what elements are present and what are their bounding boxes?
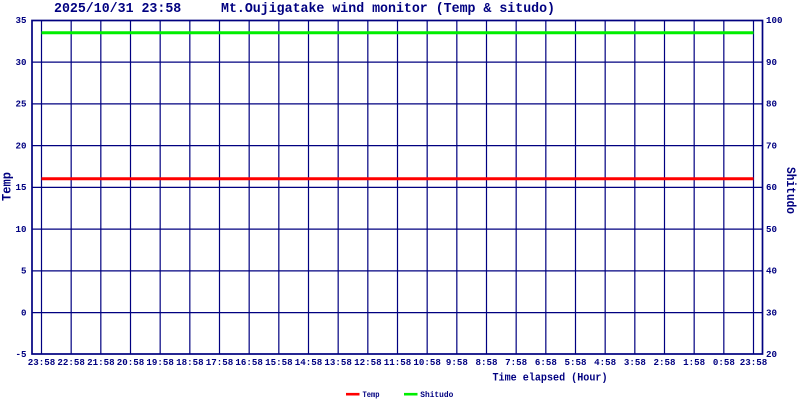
svg-text:6:58: 6:58 <box>535 357 557 368</box>
svg-text:15:58: 15:58 <box>265 357 293 368</box>
svg-text:7:58: 7:58 <box>505 357 527 368</box>
svg-text:9:58: 9:58 <box>446 357 468 368</box>
svg-text:30: 30 <box>766 307 777 318</box>
svg-text:16:58: 16:58 <box>235 357 263 368</box>
svg-text:10: 10 <box>16 224 27 235</box>
svg-text:13:58: 13:58 <box>324 357 352 368</box>
svg-text:Shitudo: Shitudo <box>420 390 453 400</box>
svg-text:10:58: 10:58 <box>413 357 441 368</box>
svg-text:2025/10/31 23:58 Mt.Oujiga: 2025/10/31 23:58 Mt.Oujigatake wind moni… <box>54 2 555 17</box>
svg-text:14:58: 14:58 <box>295 357 323 368</box>
svg-text:3:58: 3:58 <box>624 357 646 368</box>
svg-text:Time elapsed (Hour): Time elapsed (Hour) <box>493 372 608 384</box>
svg-text:23:58: 23:58 <box>740 357 768 368</box>
svg-text:1:58: 1:58 <box>683 357 705 368</box>
svg-text:-5: -5 <box>16 349 27 360</box>
svg-text:80: 80 <box>766 99 777 110</box>
svg-text:17:58: 17:58 <box>206 357 234 368</box>
svg-text:21:58: 21:58 <box>87 357 115 368</box>
svg-text:60: 60 <box>766 182 777 193</box>
svg-text:70: 70 <box>766 140 777 151</box>
svg-text:19:58: 19:58 <box>146 357 174 368</box>
svg-text:20: 20 <box>16 140 27 151</box>
svg-text:2:58: 2:58 <box>654 357 676 368</box>
svg-text:0:58: 0:58 <box>713 357 735 368</box>
svg-text:8:58: 8:58 <box>476 357 498 368</box>
svg-text:5:58: 5:58 <box>565 357 587 368</box>
svg-text:15: 15 <box>16 182 27 193</box>
svg-text:100: 100 <box>766 15 783 26</box>
svg-text:Temp: Temp <box>1 172 15 201</box>
svg-text:23:58: 23:58 <box>28 357 56 368</box>
svg-text:5: 5 <box>21 266 27 277</box>
svg-text:4:58: 4:58 <box>594 357 616 368</box>
svg-text:Shitudo: Shitudo <box>783 167 797 214</box>
svg-text:18:58: 18:58 <box>176 357 204 368</box>
svg-text:35: 35 <box>16 15 27 26</box>
svg-text:Temp: Temp <box>363 390 380 400</box>
svg-text:11:58: 11:58 <box>384 357 412 368</box>
svg-text:50: 50 <box>766 224 777 235</box>
svg-text:40: 40 <box>766 266 777 277</box>
svg-text:30: 30 <box>16 57 27 68</box>
svg-text:12:58: 12:58 <box>354 357 382 368</box>
svg-text:90: 90 <box>766 57 777 68</box>
svg-text:0: 0 <box>21 307 27 318</box>
svg-text:22:58: 22:58 <box>57 357 85 368</box>
svg-text:25: 25 <box>16 99 27 110</box>
svg-text:20:58: 20:58 <box>117 357 145 368</box>
svg-text:20: 20 <box>766 349 777 360</box>
